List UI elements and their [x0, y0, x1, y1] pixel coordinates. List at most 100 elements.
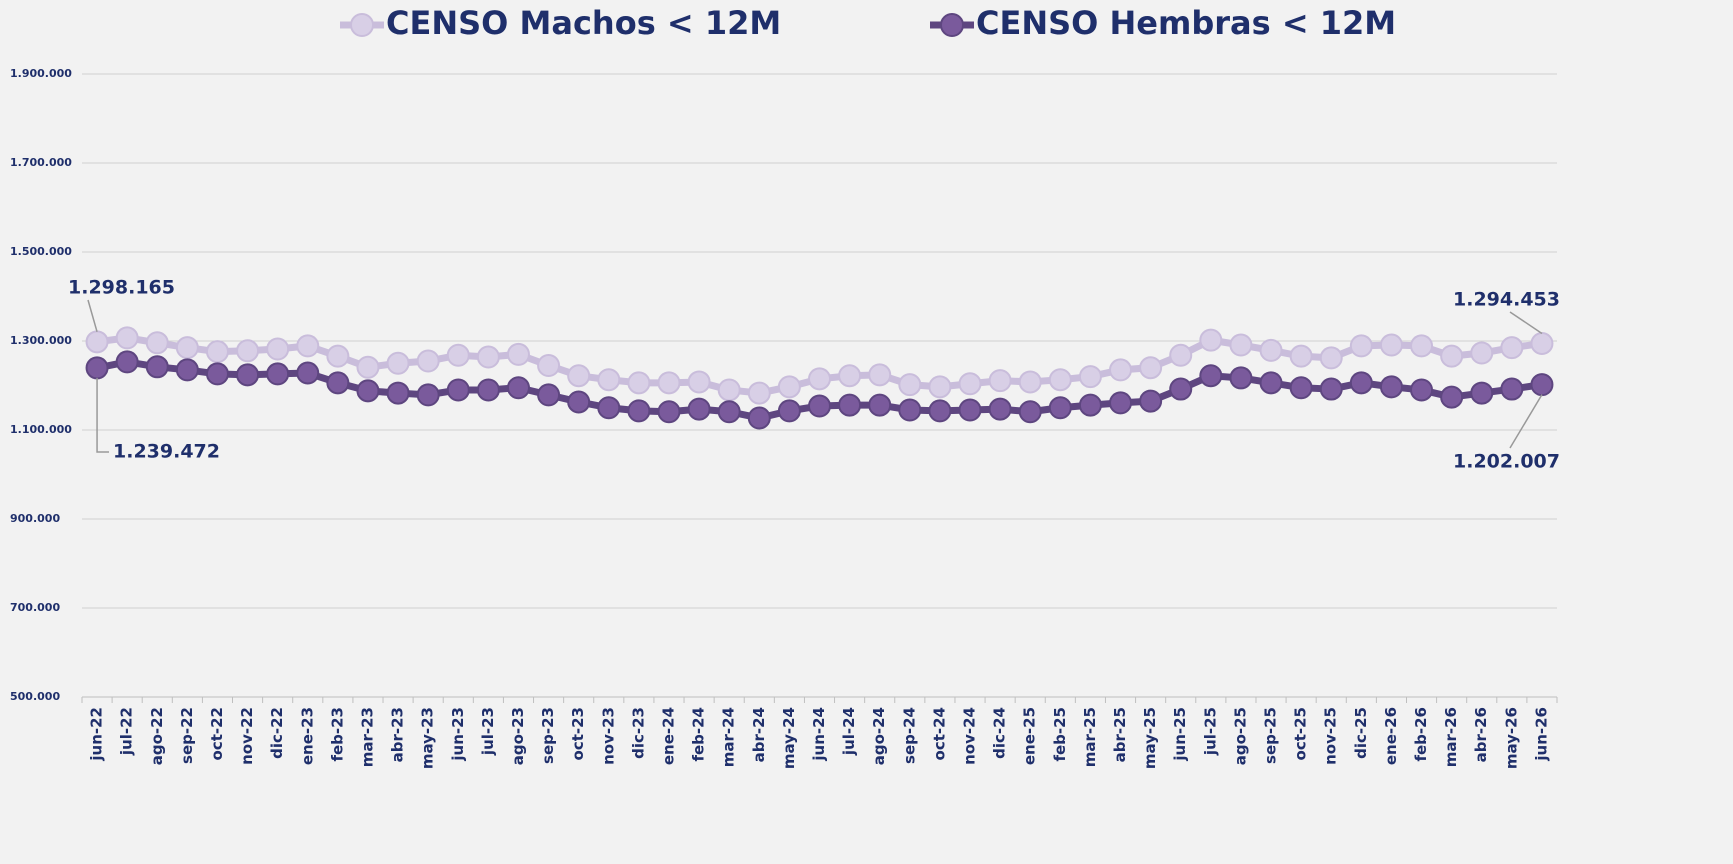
data-point [476, 378, 500, 402]
x-tick-label: oct-25 [1292, 707, 1310, 760]
data-point [1440, 344, 1464, 368]
data-point [175, 358, 199, 382]
x-tick-label: abr-23 [389, 707, 407, 762]
data-point [687, 397, 711, 421]
y-tick-label: 900.000 [10, 512, 60, 525]
data-point [928, 375, 952, 399]
label-leader [1509, 311, 1543, 335]
data-point [1109, 391, 1133, 415]
data-point [446, 343, 470, 367]
x-tick-label: ene-24 [659, 707, 677, 765]
legend-marker [940, 13, 964, 37]
data-point [1169, 377, 1193, 401]
data-point [1048, 396, 1072, 420]
data-point [537, 383, 561, 407]
data-point [868, 393, 892, 417]
label-leader [1509, 394, 1543, 449]
data-point [1440, 385, 1464, 409]
x-tick-label: sep-24 [900, 707, 918, 764]
data-point [205, 362, 229, 386]
y-tick-label: 700.000 [10, 601, 60, 614]
data-point [958, 398, 982, 422]
data-point [1410, 378, 1434, 402]
x-tick-label: ago-24 [870, 707, 888, 765]
data-point [1289, 344, 1313, 368]
x-tick-label: ago-25 [1231, 707, 1249, 765]
data-point [537, 353, 561, 377]
data-point [326, 344, 350, 368]
data-point [567, 390, 591, 414]
data-point [1018, 370, 1042, 394]
data-point [567, 364, 591, 388]
data-point [85, 356, 109, 380]
legend-label: CENSO Machos < 12M [386, 4, 781, 42]
x-tick-label: jun-25 [1171, 707, 1189, 762]
x-tick-label: abr-26 [1472, 707, 1490, 762]
x-tick-label: dic-25 [1352, 707, 1370, 759]
data-point [1410, 334, 1434, 358]
data-point [1530, 373, 1554, 397]
x-tick-label: mar-24 [720, 707, 738, 767]
data-point [717, 400, 741, 424]
data-point [386, 381, 410, 405]
x-tick-label: ago-22 [148, 707, 166, 765]
x-tick-label: mar-25 [1081, 707, 1099, 767]
x-tick-label: feb-25 [1051, 707, 1069, 762]
data-point [1500, 377, 1524, 401]
data-point [446, 378, 470, 402]
data-point [838, 393, 862, 417]
x-tick-label: ago-23 [509, 707, 527, 765]
data-point [356, 355, 380, 379]
x-tick-label: nov-24 [961, 707, 979, 765]
data-point [205, 340, 229, 364]
x-tick-label: oct-24 [930, 707, 948, 760]
data-point [1169, 343, 1193, 367]
data-point [145, 331, 169, 355]
x-tick-label: sep-22 [178, 707, 196, 764]
data-point [747, 406, 771, 430]
x-tick-label: jul-22 [118, 707, 136, 756]
data-point [687, 370, 711, 394]
data-point [868, 363, 892, 387]
data-point [356, 379, 380, 403]
data-point [898, 373, 922, 397]
x-tick-label: mar-26 [1442, 707, 1460, 767]
data-point [1379, 333, 1403, 357]
data-point [1289, 376, 1313, 400]
data-label: 1.202.007 [1453, 451, 1560, 473]
x-tick-label: jul-23 [479, 707, 497, 756]
data-point [85, 330, 109, 354]
data-point [1319, 377, 1343, 401]
data-label: 1.294.453 [1453, 289, 1560, 311]
data-point [266, 337, 290, 361]
y-tick-label: 1.500.000 [10, 245, 72, 258]
x-tick-label: dic-22 [268, 707, 286, 759]
data-point [1109, 358, 1133, 382]
data-point [657, 400, 681, 424]
data-point [175, 336, 199, 360]
x-tick-label: may-23 [419, 707, 437, 769]
data-point [1349, 371, 1373, 395]
x-tick-label: ene-23 [298, 707, 316, 765]
data-point [777, 375, 801, 399]
data-point [808, 367, 831, 391]
x-tick-label: nov-25 [1322, 707, 1340, 765]
data-point [627, 371, 651, 395]
data-point [988, 397, 1012, 421]
data-point [597, 396, 621, 420]
data-point [627, 399, 651, 423]
legend-marker [350, 13, 374, 37]
data-point [1199, 364, 1223, 388]
data-point [808, 394, 831, 418]
data-point [898, 398, 922, 422]
x-tick-label: oct-23 [569, 707, 587, 760]
data-point [506, 342, 530, 366]
data-point [1530, 331, 1554, 355]
data-point [1470, 381, 1494, 405]
data-point [145, 355, 169, 379]
data-point [747, 381, 771, 405]
data-point [1199, 328, 1223, 352]
label-leader [96, 377, 109, 453]
data-point [1259, 371, 1283, 395]
data-point [958, 372, 982, 396]
